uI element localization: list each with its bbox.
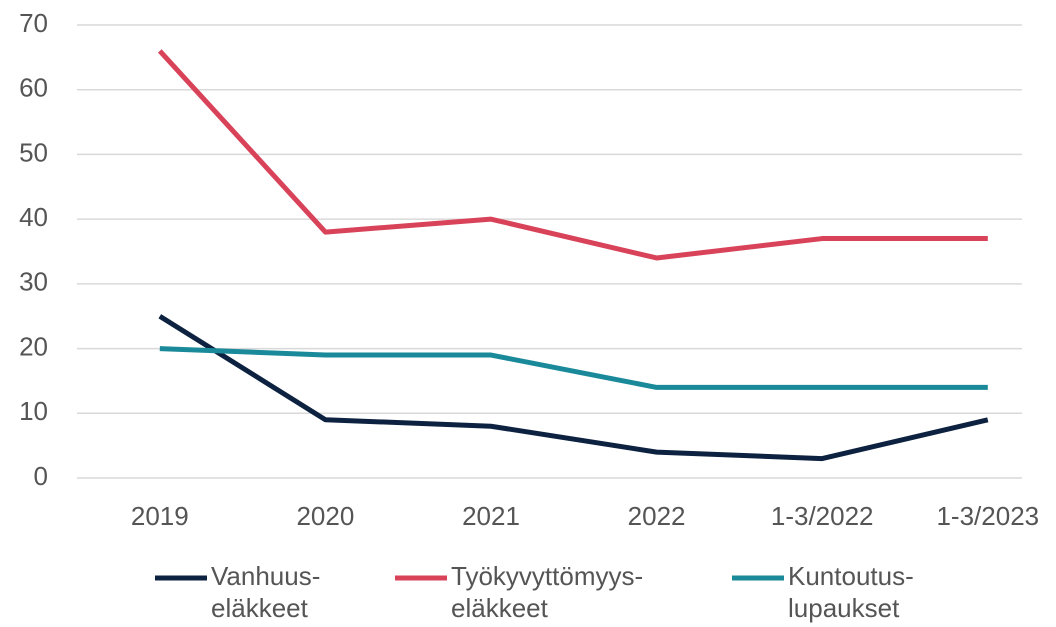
x-tick-label: 1-3/2022 — [771, 501, 874, 531]
x-tick-label: 2019 — [131, 501, 189, 531]
legend-label: Työkyvyttömyys-eläkkeet — [451, 561, 643, 623]
y-tick-label: 60 — [19, 73, 48, 103]
series-line — [159, 346, 988, 390]
y-tick-label: 40 — [19, 202, 48, 232]
x-tick-label: 1-3/2023 — [936, 501, 1039, 531]
y-tick-label: 0 — [34, 461, 48, 491]
y-tick-label: 10 — [19, 396, 48, 426]
series-line — [157, 49, 988, 261]
y-tick-label: 70 — [19, 8, 48, 38]
y-tick-label: 20 — [19, 331, 48, 361]
legend-label: Vanhuus-eläkkeet — [211, 561, 320, 623]
x-tick-label: 2020 — [296, 501, 354, 531]
legend-label: Kuntoutus-lupaukset — [788, 561, 914, 623]
y-tick-label: 50 — [19, 137, 48, 167]
series-line — [158, 314, 989, 462]
x-tick-label: 2021 — [462, 501, 520, 531]
y-tick-label: 30 — [19, 267, 48, 297]
x-tick-label: 2022 — [628, 501, 686, 531]
